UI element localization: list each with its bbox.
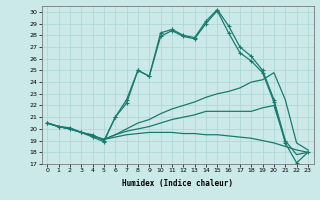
X-axis label: Humidex (Indice chaleur): Humidex (Indice chaleur) bbox=[122, 179, 233, 188]
